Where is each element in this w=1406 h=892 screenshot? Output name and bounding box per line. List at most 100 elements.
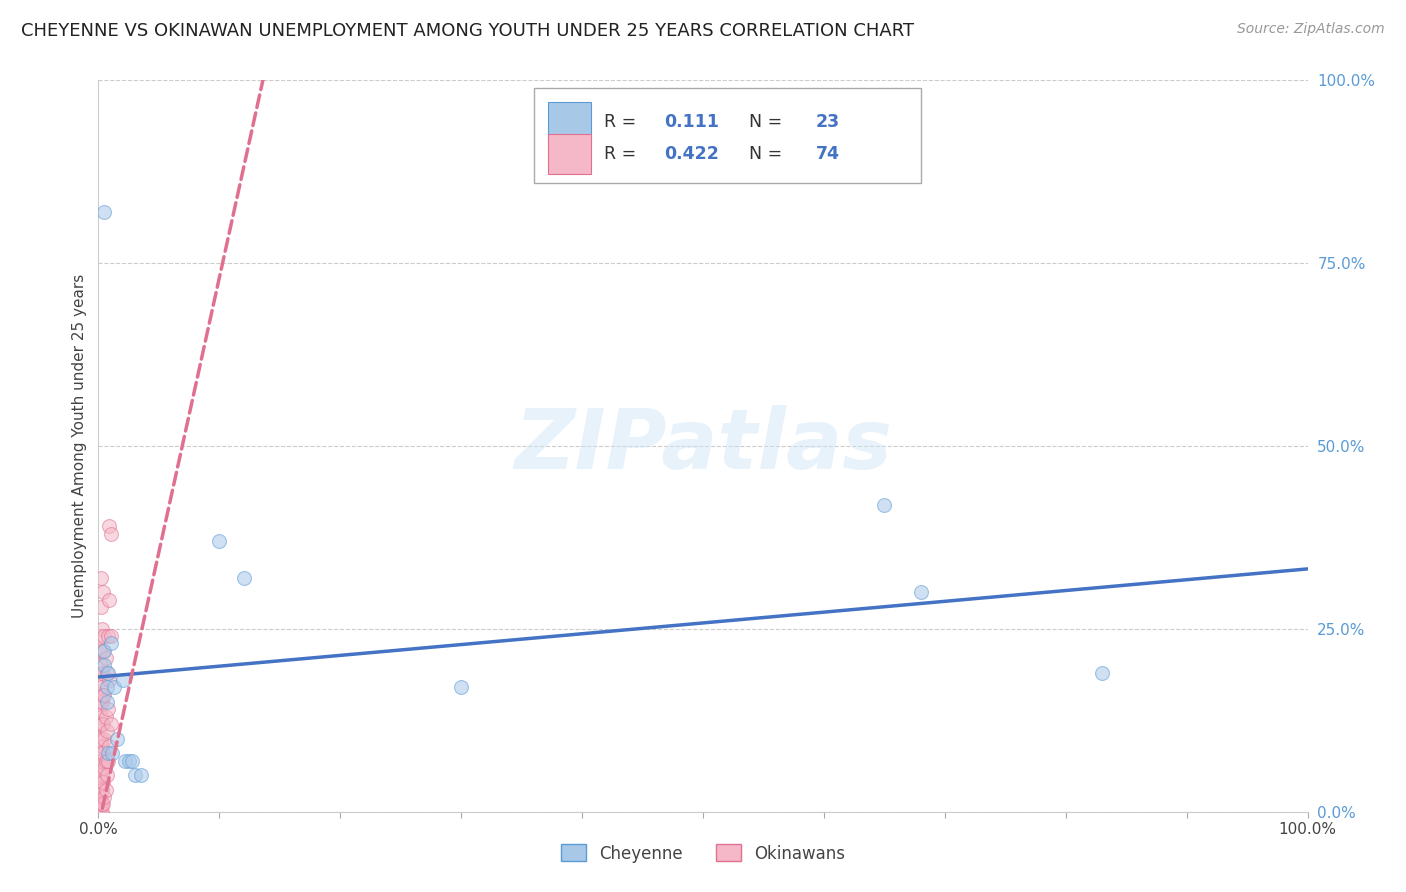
Point: [93, 731, 115, 746]
Point: [93, 629, 115, 643]
Point: [450, 681, 472, 695]
Point: [208, 534, 231, 549]
Point: [89, 754, 111, 768]
Point: [91, 775, 114, 789]
Point: [98, 592, 121, 607]
Point: [91, 622, 114, 636]
Point: [93, 205, 115, 219]
Text: N =: N =: [749, 145, 787, 162]
Point: [91, 688, 114, 702]
Point: [89, 794, 111, 808]
Point: [89, 787, 111, 801]
Point: [97, 665, 120, 680]
Point: [105, 731, 128, 746]
Point: [232, 571, 254, 585]
Point: [100, 526, 122, 541]
Point: [90, 775, 112, 789]
Point: [91, 644, 114, 658]
Text: ZIPatlas: ZIPatlas: [515, 406, 891, 486]
FancyBboxPatch shape: [534, 87, 921, 183]
Point: [94, 782, 117, 797]
Point: [94, 754, 117, 768]
Point: [93, 644, 115, 658]
Point: [89, 797, 111, 812]
Point: [91, 754, 114, 768]
Point: [89, 775, 111, 789]
Point: [89, 746, 111, 760]
Point: [121, 754, 143, 768]
Point: [103, 681, 125, 695]
Point: [89, 768, 111, 782]
Point: [100, 717, 122, 731]
Point: [1091, 665, 1114, 680]
Point: [89, 772, 111, 786]
Point: [89, 782, 111, 797]
Point: [91, 805, 114, 819]
Point: [90, 805, 112, 819]
Point: [89, 790, 111, 805]
Point: [89, 779, 111, 793]
Point: [873, 498, 896, 512]
Point: [100, 746, 122, 760]
Point: [93, 790, 115, 805]
Point: [98, 739, 121, 753]
Point: [100, 636, 122, 650]
Point: [96, 768, 118, 782]
Point: [89, 673, 111, 687]
Text: 0.111: 0.111: [664, 113, 720, 131]
Point: [91, 695, 114, 709]
Point: [90, 782, 112, 797]
Point: [90, 761, 112, 775]
Point: [97, 754, 120, 768]
Point: [89, 805, 111, 819]
Point: [94, 709, 117, 723]
Point: [93, 688, 115, 702]
Point: [91, 665, 114, 680]
Point: [89, 801, 111, 815]
Bar: [548, 134, 591, 174]
Point: [89, 644, 111, 658]
Point: [89, 731, 111, 746]
Point: [91, 746, 114, 760]
Text: 23: 23: [815, 113, 839, 131]
Point: [89, 702, 111, 716]
Point: [90, 695, 112, 709]
Point: [90, 790, 112, 805]
Bar: [548, 103, 591, 143]
Point: [98, 673, 121, 687]
Point: [90, 571, 112, 585]
Point: [96, 724, 118, 739]
Point: [91, 717, 114, 731]
Point: [90, 746, 112, 760]
Point: [90, 658, 112, 673]
Point: [97, 702, 120, 716]
Point: [90, 709, 112, 723]
Text: R =: R =: [603, 145, 641, 162]
Point: [96, 695, 118, 709]
Text: 0.422: 0.422: [664, 145, 720, 162]
Point: [90, 731, 112, 746]
Point: [111, 673, 134, 687]
Point: [91, 739, 114, 753]
Y-axis label: Unemployment Among Youth under 25 years: Unemployment Among Youth under 25 years: [72, 274, 87, 618]
Point: [91, 717, 114, 731]
Point: [114, 754, 136, 768]
Point: [910, 585, 932, 599]
Point: [94, 651, 117, 665]
Point: [93, 761, 115, 775]
Point: [93, 658, 115, 673]
Point: [90, 629, 112, 643]
Legend: Cheyenne, Okinawans: Cheyenne, Okinawans: [554, 838, 852, 869]
Point: [90, 681, 112, 695]
Point: [90, 599, 112, 614]
Point: [90, 797, 112, 812]
Point: [97, 629, 120, 643]
Point: [124, 768, 146, 782]
Point: [118, 754, 141, 768]
Point: [129, 768, 152, 782]
Point: [97, 746, 120, 760]
Text: Source: ZipAtlas.com: Source: ZipAtlas.com: [1237, 22, 1385, 37]
Text: CHEYENNE VS OKINAWAN UNEMPLOYMENT AMONG YOUTH UNDER 25 YEARS CORRELATION CHART: CHEYENNE VS OKINAWAN UNEMPLOYMENT AMONG …: [21, 22, 914, 40]
Point: [89, 761, 111, 775]
Point: [91, 585, 114, 599]
